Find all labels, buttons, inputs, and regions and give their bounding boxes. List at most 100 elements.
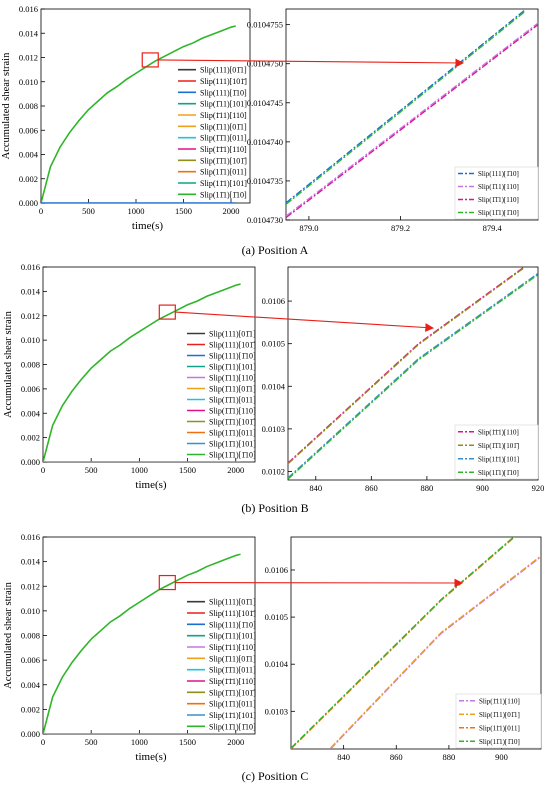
legend-label: Slip(1̄11)[110] bbox=[209, 643, 256, 652]
legend-box bbox=[454, 166, 539, 220]
y-tick-label: 0.014 bbox=[21, 286, 41, 296]
legend-label: Slip(1̄1̄1)[101̄] bbox=[478, 442, 519, 450]
y-tick-label: 0.0104735 bbox=[247, 176, 283, 186]
x-tick-label: 0 bbox=[39, 206, 43, 216]
legend-label: Slip(1̄11)[01̄1] bbox=[200, 122, 247, 131]
legend-label: Slip(1̄11)[110] bbox=[479, 697, 520, 705]
legend-label: Slip(11̄1)[101] bbox=[209, 440, 256, 449]
chart-A-main: 0 500 1000 1500 2000 0.000 0.002 0.004 0.006 0.00… bbox=[1, 4, 251, 232]
legend-label: Slip(1̄1̄1)[110] bbox=[478, 428, 519, 436]
y-tick-label: 0.002 bbox=[19, 174, 38, 184]
x-axis-label: time(s) bbox=[135, 751, 166, 763]
y-tick-label: 0.0102 bbox=[262, 466, 285, 476]
series-line bbox=[286, 24, 538, 219]
legend-label: Slip(11̄1)[1̄10] bbox=[209, 722, 256, 731]
legend-label: Slip(11̄1)[101] bbox=[200, 179, 247, 188]
y-tick-label: 0.000 bbox=[21, 729, 40, 739]
x-tick-label: 500 bbox=[85, 737, 98, 747]
x-tick-label: 2000 bbox=[227, 465, 244, 475]
legend-label: Slip(1̄1̄1)[011] bbox=[209, 396, 256, 405]
series-line bbox=[286, 11, 525, 205]
legend-label: Slip(1̄1̄1)[110] bbox=[478, 196, 519, 204]
series-line bbox=[41, 25, 236, 203]
legend-label: Slip(111)[01̄1] bbox=[209, 330, 256, 339]
legend-label: Slip(1̄1̄1)[110] bbox=[200, 145, 247, 154]
x-axis-label: time(s) bbox=[132, 220, 163, 232]
y-tick-label: 0.0106 bbox=[265, 565, 288, 575]
x-tick-label: 860 bbox=[390, 752, 403, 762]
y-tick-label: 0.012 bbox=[21, 311, 40, 321]
legend-label: Slip(1̄11)[01̄1] bbox=[479, 711, 520, 719]
legend-label: Slip(1̄1̄1)[101̄] bbox=[200, 156, 247, 165]
legend-label: Slip(111)[01̄1] bbox=[200, 66, 247, 75]
y-tick-label: 0.006 bbox=[21, 384, 40, 394]
legend-label: Slip(11̄1)[101] bbox=[209, 711, 256, 720]
legend-label: Slip(111)[1̄10] bbox=[209, 352, 256, 361]
x-tick-label: 1000 bbox=[131, 737, 148, 747]
legend-label: Slip(111)[1̄10] bbox=[478, 170, 519, 178]
y-tick-label: 0.0104750 bbox=[247, 59, 283, 69]
x-tick-label: 1000 bbox=[128, 206, 145, 216]
chart-C-zoom: 840 860 880 900 0.0103 0.0104 0.0105 0.0106 Slip… bbox=[265, 536, 542, 762]
y-tick-label: 0.002 bbox=[21, 433, 40, 443]
x-tick-label: 879.0 bbox=[299, 223, 318, 233]
y-tick-label: 0.000 bbox=[19, 198, 38, 208]
x-tick-label: 2000 bbox=[227, 737, 244, 747]
legend-label: Slip(11̄1)[011] bbox=[209, 429, 256, 438]
y-tick-label: 0.0103 bbox=[265, 706, 288, 716]
series-line bbox=[288, 267, 525, 465]
x-tick-label: 1000 bbox=[131, 465, 148, 475]
x-tick-label: 1500 bbox=[179, 465, 196, 475]
legend-box bbox=[454, 424, 539, 480]
y-tick-label: 0.0103 bbox=[262, 424, 285, 434]
y-axis-label: Accumulated shear strain bbox=[1, 52, 12, 159]
legend-label: Slip(1̄1̄1)[101̄] bbox=[209, 418, 256, 427]
y-tick-label: 0.0104745 bbox=[247, 98, 283, 108]
x-tick-label: 0 bbox=[41, 465, 45, 475]
legend-box bbox=[455, 693, 542, 749]
caption-a: (a) Position A bbox=[242, 243, 309, 257]
series-line bbox=[291, 537, 516, 749]
series-line bbox=[288, 274, 538, 480]
y-axis-label: Accumulated shear strain bbox=[3, 581, 14, 688]
y-tick-label: 0.006 bbox=[19, 125, 38, 135]
caption-b: (b) Position B bbox=[241, 501, 308, 515]
series-line bbox=[291, 537, 515, 749]
legend-label: Slip(1̄1̄1)[101̄] bbox=[209, 688, 256, 697]
legend-label: Slip(1̄1̄1)[011] bbox=[209, 666, 256, 675]
y-tick-label: 0.0104740 bbox=[247, 137, 283, 147]
legend-label: Slip(1̄11)[01̄1] bbox=[209, 654, 256, 663]
legend-label: Slip(1̄11)[101] bbox=[209, 632, 256, 641]
y-tick-label: 0.0105 bbox=[262, 339, 285, 349]
y-tick-label: 0.004 bbox=[19, 150, 39, 160]
y-tick-label: 0.0105 bbox=[265, 612, 288, 622]
y-tick-label: 0.0106 bbox=[262, 296, 285, 306]
x-tick-label: 860 bbox=[365, 483, 378, 493]
legend-label: Slip(111)[1̄10] bbox=[200, 88, 247, 97]
legend-label: Slip(111)[1̄10] bbox=[209, 620, 256, 629]
chart-A-zoom: 879.0 879.2 879.4 0.0104730 0.0104735 0.01047… bbox=[247, 8, 539, 233]
legend-label: Slip(1̄1̄1)[110] bbox=[209, 677, 256, 686]
x-tick-label: 900 bbox=[476, 483, 489, 493]
x-tick-label: 2000 bbox=[223, 206, 240, 216]
legend-label: Slip(111)[101̄] bbox=[209, 341, 256, 350]
legend-label: Slip(111)[01̄1] bbox=[209, 598, 256, 607]
y-tick-label: 0.0104730 bbox=[247, 215, 283, 225]
y-tick-label: 0.006 bbox=[21, 655, 40, 665]
y-tick-label: 0.004 bbox=[21, 680, 41, 690]
plot-frame bbox=[290, 536, 542, 750]
x-tick-label: 1500 bbox=[179, 737, 196, 747]
legend-label: Slip(1̄11)[110] bbox=[200, 111, 247, 120]
series-line bbox=[288, 267, 525, 464]
y-axis-label: Accumulated shear strain bbox=[3, 310, 14, 417]
series-line bbox=[330, 555, 541, 749]
legend-label: Slip(1̄11)[110] bbox=[209, 374, 256, 383]
legend-label: Slip(1̄11)[01̄1] bbox=[209, 385, 256, 394]
legend-label: Slip(1̄1̄1)[011] bbox=[200, 134, 247, 143]
x-tick-label: 880 bbox=[443, 752, 456, 762]
legend-label: Slip(11̄1)[1̄10] bbox=[478, 209, 519, 217]
y-tick-label: 0.008 bbox=[21, 360, 40, 370]
chart-C-main: 0 500 1000 1500 2000 0.000 0.002 0.004 0.006 0.00… bbox=[3, 532, 256, 763]
y-tick-label: 0.002 bbox=[21, 704, 40, 714]
